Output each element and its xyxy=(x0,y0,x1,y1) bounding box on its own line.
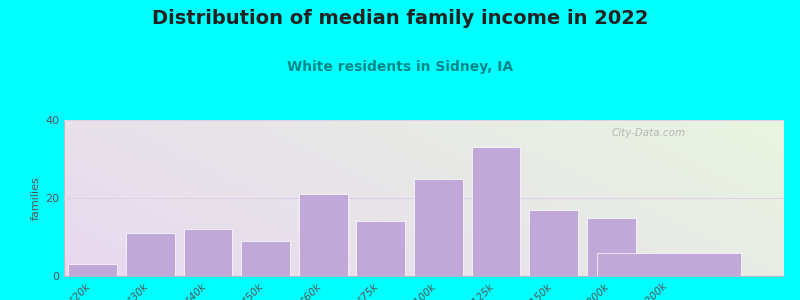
Bar xyxy=(68,264,118,276)
Text: Distribution of median family income in 2022: Distribution of median family income in … xyxy=(152,9,648,28)
Text: City-Data.com: City-Data.com xyxy=(611,128,686,138)
Bar xyxy=(356,221,406,276)
Text: White residents in Sidney, IA: White residents in Sidney, IA xyxy=(287,60,513,74)
Bar xyxy=(298,194,348,276)
Bar xyxy=(414,178,463,276)
Bar xyxy=(241,241,290,276)
Bar xyxy=(597,253,741,276)
Bar xyxy=(183,229,233,276)
Bar xyxy=(586,218,636,276)
Y-axis label: families: families xyxy=(31,176,41,220)
Bar xyxy=(529,210,578,276)
Bar xyxy=(471,147,521,276)
Bar xyxy=(126,233,175,276)
